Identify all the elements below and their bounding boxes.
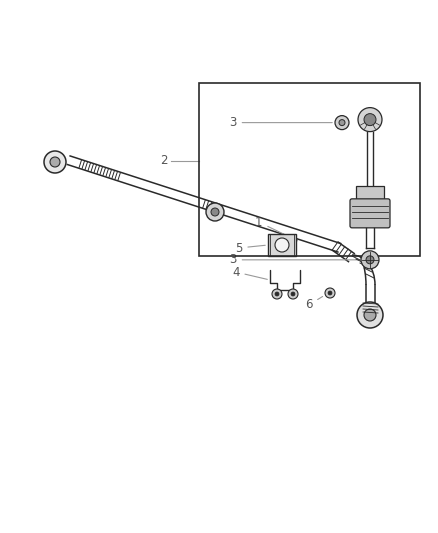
Circle shape [328,291,332,295]
Circle shape [358,108,382,132]
Text: 2: 2 [161,154,168,167]
Bar [199,83,420,256]
Circle shape [339,119,345,126]
Circle shape [50,157,60,167]
Text: 5: 5 [235,241,265,254]
Circle shape [364,114,376,126]
Circle shape [361,251,379,269]
Circle shape [275,292,279,296]
Circle shape [291,292,295,296]
FancyBboxPatch shape [356,186,384,204]
Text: 4: 4 [232,265,267,279]
FancyBboxPatch shape [350,199,390,228]
Circle shape [335,116,349,130]
Circle shape [275,238,289,252]
Circle shape [272,289,282,299]
Circle shape [206,203,224,221]
Circle shape [325,288,335,298]
Text: 3: 3 [229,116,332,129]
Text: 1: 1 [255,215,297,241]
Circle shape [364,309,376,321]
Text: 6: 6 [305,296,323,311]
Text: 3: 3 [229,253,358,266]
Circle shape [366,256,374,264]
Circle shape [211,208,219,216]
Circle shape [44,151,66,173]
FancyBboxPatch shape [268,234,296,256]
Circle shape [357,302,383,328]
Circle shape [288,289,298,299]
